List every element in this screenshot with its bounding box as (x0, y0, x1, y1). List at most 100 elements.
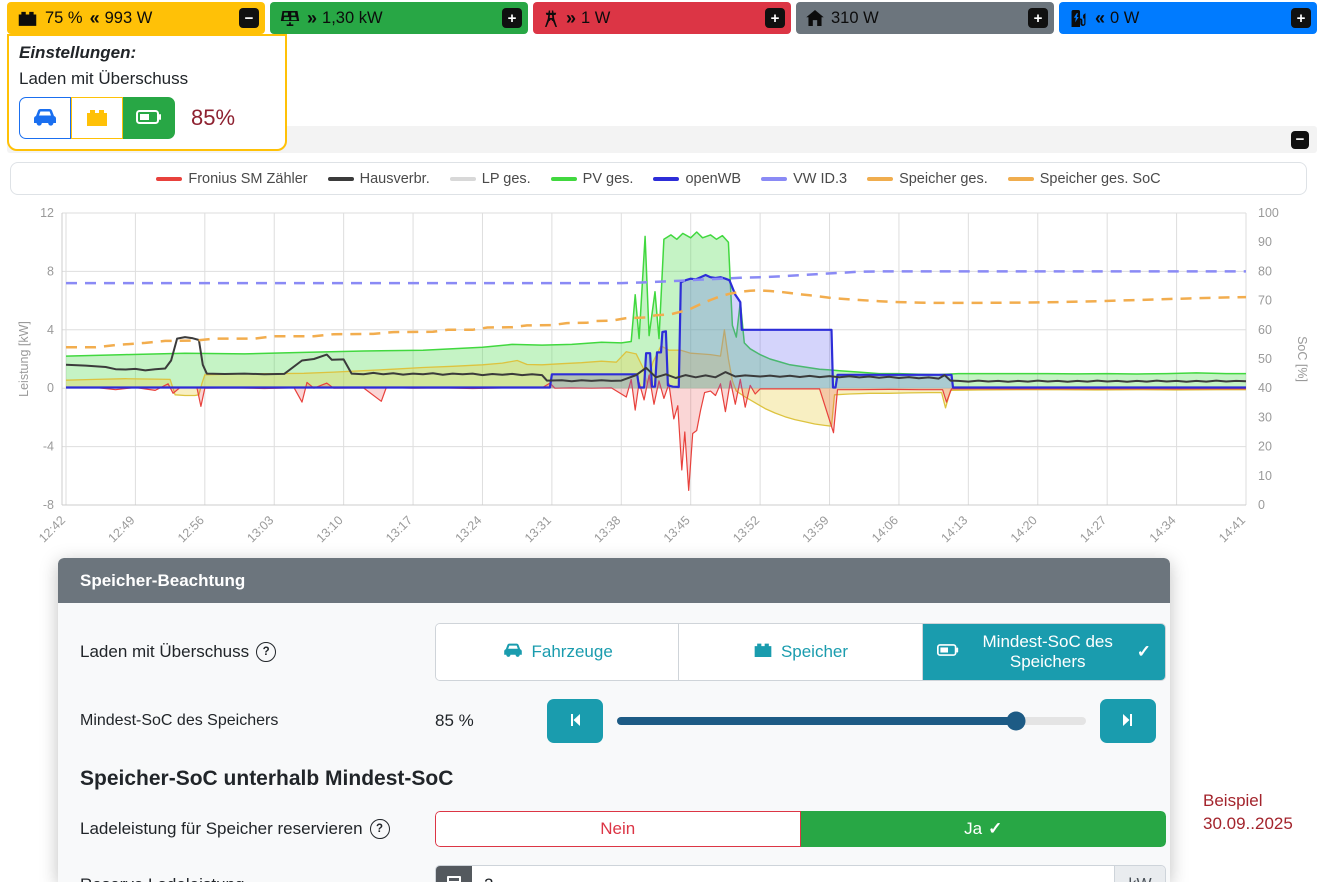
x-tick-label: 14:20 (1008, 513, 1040, 545)
x-tick-label: 14:34 (1147, 513, 1179, 545)
legend-swatch (550, 176, 577, 181)
legend-item[interactable]: VW ID.3 (761, 171, 847, 187)
battery-power-value: 993 W (104, 8, 153, 27)
x-tick-label: 13:17 (383, 513, 415, 545)
legend-swatch (449, 176, 476, 181)
x-tick-label: 13:38 (591, 513, 623, 545)
y-left-tick-label: 0 (47, 381, 54, 395)
y-right-tick-label: 20 (1258, 440, 1272, 454)
option-fahrzeuge[interactable]: Fahrzeuge (436, 624, 679, 680)
min-soc-slider[interactable] (617, 711, 1086, 731)
legend-item[interactable]: LP ges. (449, 171, 531, 187)
grid-power-value: 1 W (581, 8, 611, 27)
help-icon[interactable]: ? (369, 819, 390, 839)
y-right-tick-label: 90 (1258, 235, 1272, 249)
reserve-toggle-label: Ladeleistung für Speicher reservieren ? (80, 819, 435, 839)
y-right-tick-label: 70 (1258, 294, 1272, 308)
x-tick-label: 13:52 (730, 513, 762, 545)
reserve-power-label: Reserve Ladeleistung (80, 875, 435, 882)
priority-storage-button[interactable] (71, 97, 123, 139)
legend-item[interactable]: Fronius SM Zähler (156, 171, 308, 187)
y-right-tick-label: 10 (1258, 469, 1272, 483)
x-tick-label: 14:27 (1077, 513, 1109, 545)
status-bar-row: 75 % « 993 W − » 1,30 kW + » 1 W + 310 W… (7, 2, 1317, 34)
car-icon (32, 107, 58, 130)
status-bar-chargepoint[interactable]: « 0 W + (1059, 2, 1317, 34)
pv-power-value: 1,30 kW (322, 8, 383, 27)
popover-subtitle: Laden mit Überschuss (19, 69, 189, 88)
battery-icon (936, 642, 959, 662)
x-tick-label: 13:24 (453, 513, 485, 545)
collapse-diagram-button[interactable]: − (1291, 130, 1309, 149)
calculator-icon (436, 866, 472, 882)
flow-arrow: » (566, 7, 576, 28)
status-bar-pv[interactable]: » 1,30 kW + (270, 2, 528, 34)
x-tick-label: 13:59 (800, 513, 832, 545)
speicher-beachtung-modal: Speicher-Beachtung Laden mit Überschuss … (58, 558, 1170, 882)
legend-item[interactable]: Speicher ges. SoC (1007, 171, 1161, 187)
power-soc-chart[interactable]: 12:42 12:49 12:56 13:03 13:10 13:17 13:24 13:31… (0, 198, 1324, 550)
x-tick-label: 14:41 (1216, 513, 1248, 545)
y-right-axis-title: SoC [%] (1295, 336, 1309, 382)
reserve-no-button[interactable]: Nein (435, 811, 801, 847)
x-tick-label: 13:31 (522, 513, 554, 545)
y-right-tick-label: 40 (1258, 381, 1272, 395)
legend-item[interactable]: Hausverbr. (327, 171, 430, 187)
y-right-tick-label: 100 (1258, 206, 1279, 220)
battery-soc-value: 75 % (45, 8, 83, 27)
min-soc-percent: 85% (191, 105, 236, 130)
reserve-yes-button[interactable]: Ja ✓ (800, 811, 1166, 847)
x-tick-label: 14:13 (938, 513, 970, 545)
legend-swatch (761, 176, 788, 181)
unit-label: kW (1114, 866, 1165, 882)
x-tick-label: 12:42 (36, 513, 68, 545)
collapse-battery-button[interactable]: − (239, 8, 259, 28)
x-tick-label: 12:56 (175, 513, 207, 545)
car-icon (502, 642, 524, 663)
legend-item[interactable]: openWB (653, 171, 741, 187)
y-right-tick-label: 0 (1258, 498, 1265, 512)
expand-chargepoint-button[interactable]: + (1291, 8, 1311, 28)
flow-arrow: « (89, 7, 100, 28)
expand-grid-button[interactable]: + (765, 8, 785, 28)
car-battery-icon (17, 10, 38, 26)
legend-swatch (867, 176, 894, 181)
reserve-toggle-group: Nein Ja ✓ (435, 811, 1166, 847)
surplus-priority-group: Fahrzeuge Speicher Mindest-SoC des Speic… (435, 623, 1166, 681)
flow-arrow: « (1095, 7, 1105, 28)
legend-item[interactable]: Speicher ges. (867, 171, 988, 187)
skip-start-icon (567, 712, 583, 731)
slider-thumb[interactable] (1006, 711, 1026, 731)
reserve-power-input[interactable] (472, 866, 1114, 882)
chart-series-VW ID.3 (66, 270, 1246, 285)
y-left-tick-label: 4 (47, 323, 54, 337)
x-tick-label: 13:03 (244, 513, 276, 545)
skip-end-icon (1120, 712, 1136, 731)
soc-step-down-button[interactable] (547, 699, 603, 743)
legend-item[interactable]: PV ges. (550, 171, 633, 187)
help-icon[interactable]: ? (256, 642, 277, 662)
soc-step-up-button[interactable] (1100, 699, 1156, 743)
legend-swatch (1007, 176, 1034, 181)
y-right-tick-label: 80 (1258, 264, 1272, 278)
below-min-soc-heading: Speicher-SoC unterhalb Mindest-SoC (80, 767, 454, 790)
priority-vehicles-button[interactable] (19, 97, 71, 139)
x-tick-label: 14:06 (869, 513, 901, 545)
popover-title: Einstellungen: (19, 43, 137, 62)
modal-title: Speicher-Beachtung (58, 558, 1170, 603)
surplus-label: Laden mit Überschuss ? (80, 642, 435, 662)
status-bar-house[interactable]: 310 W + (796, 2, 1054, 34)
option-min-soc[interactable]: Mindest-SoC des Speichers ✓ (921, 624, 1165, 680)
priority-min-soc-button[interactable] (123, 97, 175, 139)
legend-swatch (653, 176, 680, 181)
slider-fill (617, 717, 1016, 725)
power-tower-icon (543, 9, 559, 27)
option-speicher[interactable]: Speicher (678, 624, 922, 680)
y-left-tick-label: -4 (43, 440, 54, 454)
home-icon (806, 10, 824, 26)
expand-house-button[interactable]: + (1028, 8, 1048, 28)
expand-pv-button[interactable]: + (502, 8, 522, 28)
status-bar-battery[interactable]: 75 % « 993 W − (7, 2, 265, 34)
status-bar-grid[interactable]: » 1 W + (533, 2, 791, 34)
y-left-tick-label: -8 (43, 498, 54, 512)
